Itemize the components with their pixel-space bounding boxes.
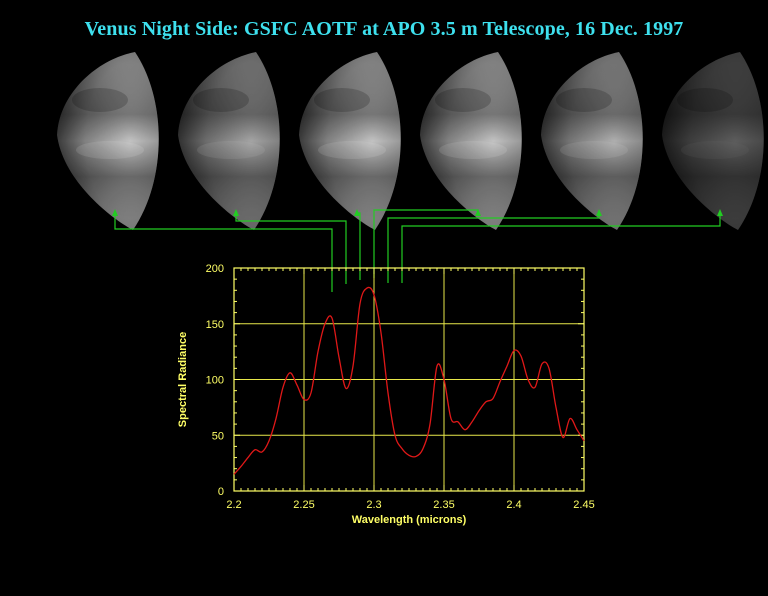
venus-dark-feature (314, 88, 370, 112)
y-axis-label: Spectral Radiance (177, 332, 189, 427)
callout-arrowhead (717, 209, 723, 216)
venus-bright-feature (681, 141, 749, 159)
callout-lines (112, 209, 723, 292)
callout-line (401, 214, 721, 283)
callout-arrowhead (112, 209, 118, 216)
y-tick-label: 0 (218, 486, 224, 498)
venus-dark-feature (677, 88, 733, 112)
figure-title: Venus Night Side: GSFC AOTF at APO 3.5 m… (84, 18, 684, 40)
x-tick-label: 2.25 (293, 499, 314, 511)
callout-arrowhead (475, 209, 481, 216)
venus-dark-feature (435, 88, 491, 112)
venus-bright-feature (439, 141, 507, 159)
x-tick-label: 2.4 (506, 499, 521, 511)
venus-dark-feature (193, 88, 249, 112)
venus-image (662, 52, 764, 230)
callout-line (235, 214, 347, 284)
venus-bright-feature (318, 141, 386, 159)
venus-bright-feature (560, 141, 628, 159)
x-tick-label: 2.35 (433, 499, 454, 511)
venus-cloud-bands (541, 52, 643, 230)
spectrum-line (233, 286, 585, 475)
y-tick-label: 50 (212, 430, 224, 442)
callout-arrowhead (596, 209, 602, 216)
venus-cloud-bands (662, 52, 764, 230)
callout-line (114, 214, 333, 292)
spectrum-chart: 2.2 2.25 2.3 2.35 2.4 2.45 0 50 100 150 200 Wavelen… (177, 263, 595, 526)
venus-cloud-bands (178, 52, 280, 230)
venus-image (178, 52, 280, 230)
venus-dark-feature (72, 88, 128, 112)
y-tick-label: 100 (206, 375, 224, 387)
plot-frame (233, 267, 585, 492)
venus-dark-feature (556, 88, 612, 112)
y-tick-label: 200 (206, 263, 224, 275)
y-tick-label: 150 (206, 319, 224, 331)
callout-arrowhead (354, 209, 360, 216)
callout-arrowhead (233, 209, 239, 216)
venus-cloud-bands (57, 52, 159, 230)
venus-image (541, 52, 643, 230)
x-tick-label: 2.45 (573, 499, 594, 511)
venus-cloud-bands (420, 52, 522, 230)
venus-cloud-bands (299, 52, 401, 230)
x-tick-label: 2.3 (366, 499, 381, 511)
venus-bright-feature (76, 141, 144, 159)
venus-bright-feature (197, 141, 265, 159)
venus-image (57, 52, 159, 230)
venus-images (57, 52, 764, 230)
venus-image (299, 52, 401, 230)
x-tick-label: 2.2 (226, 499, 241, 511)
x-axis-label: Wavelength (microns) (352, 514, 467, 526)
venus-image (420, 52, 522, 230)
